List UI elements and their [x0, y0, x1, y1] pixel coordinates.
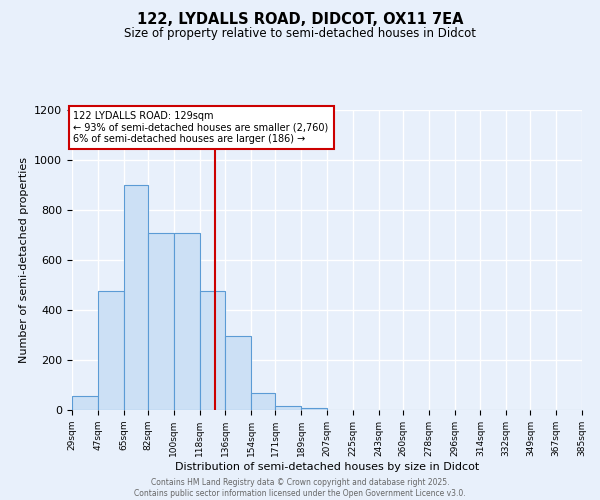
- Text: Contains HM Land Registry data © Crown copyright and database right 2025.
Contai: Contains HM Land Registry data © Crown c…: [134, 478, 466, 498]
- Text: Size of property relative to semi-detached houses in Didcot: Size of property relative to semi-detach…: [124, 28, 476, 40]
- Bar: [275, 406, 301, 410]
- Bar: [72, 396, 98, 410]
- Bar: [301, 408, 327, 410]
- Bar: [174, 232, 200, 410]
- Bar: [199, 291, 225, 410]
- Bar: [251, 392, 275, 410]
- X-axis label: Distribution of semi-detached houses by size in Didcot: Distribution of semi-detached houses by …: [175, 462, 479, 471]
- Text: 122 LYDALLS ROAD: 129sqm
← 93% of semi-detached houses are smaller (2,760)
6% of: 122 LYDALLS ROAD: 129sqm ← 93% of semi-d…: [73, 112, 329, 144]
- Bar: [124, 185, 148, 410]
- Text: 122, LYDALLS ROAD, DIDCOT, OX11 7EA: 122, LYDALLS ROAD, DIDCOT, OX11 7EA: [137, 12, 463, 28]
- Y-axis label: Number of semi-detached properties: Number of semi-detached properties: [19, 157, 29, 363]
- Bar: [148, 232, 174, 410]
- Bar: [98, 291, 124, 410]
- Bar: [225, 336, 251, 410]
